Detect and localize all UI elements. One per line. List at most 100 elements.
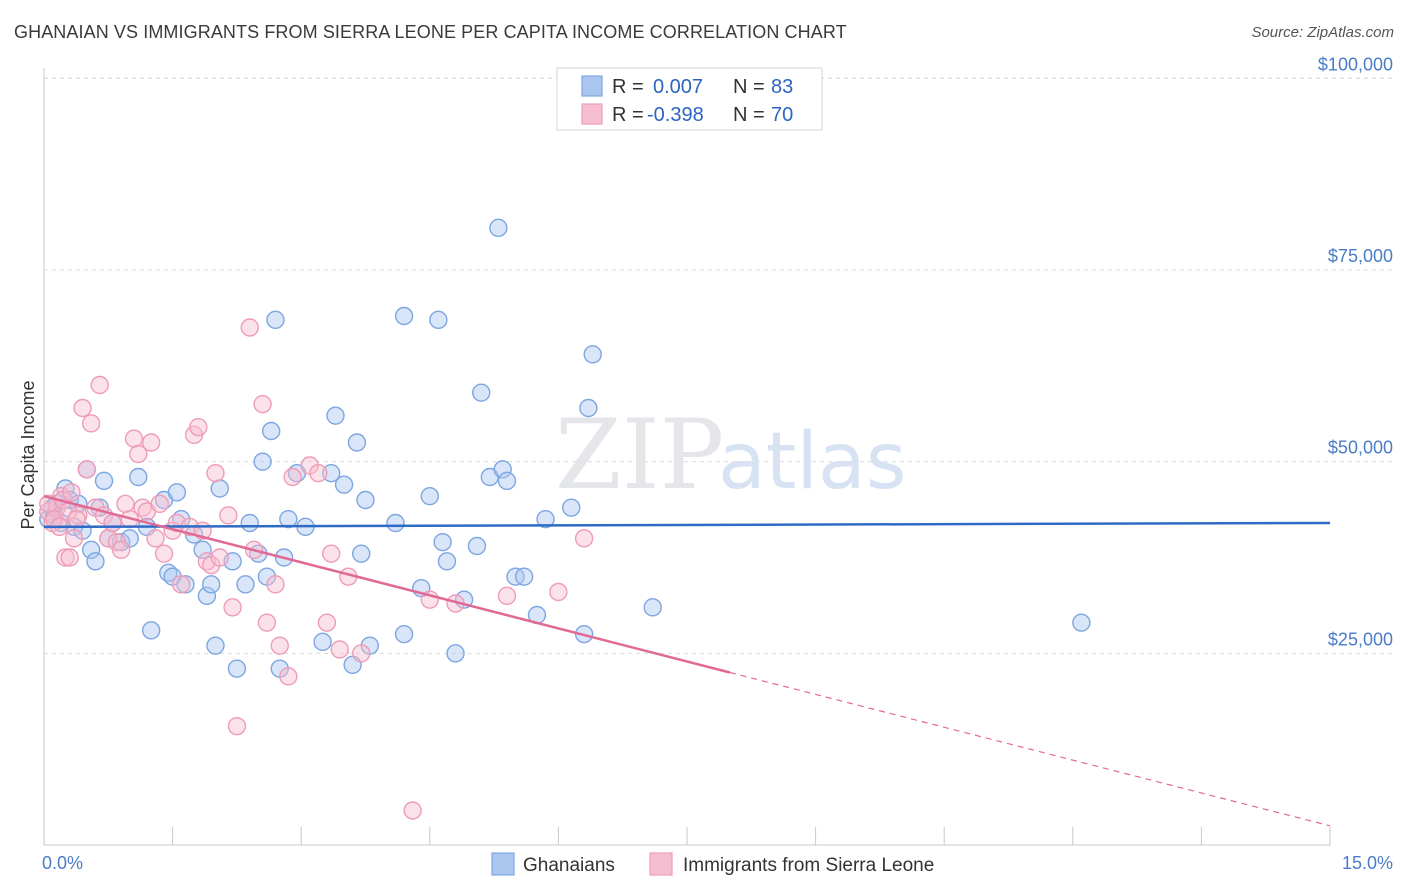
ghanaian-point-18 <box>141 621 161 640</box>
ghanaian-point-54 <box>394 306 414 326</box>
sierra-leone-point-17 <box>111 540 131 560</box>
ghanaian-point-35 <box>253 452 272 471</box>
ghanaian-point-11 <box>86 552 105 571</box>
stats-n-label-1: N = <box>733 76 765 98</box>
legend-swatch-sierra-leone <box>649 852 673 876</box>
ghanaian-point-43 <box>313 632 332 652</box>
legend-swatch-ghanaians <box>491 852 515 876</box>
legend-label-ghanaians: Ghanaians <box>523 855 615 876</box>
sierra-leone-point-18 <box>116 494 135 514</box>
sierra-leone-point-51 <box>309 463 328 483</box>
stats-n-value-2: 70 <box>771 104 793 126</box>
ghanaian-point-46 <box>334 475 354 494</box>
sierra-leone-point-38 <box>210 548 229 567</box>
sierra-leone-point-56 <box>352 644 371 663</box>
sierra-leone-point-62 <box>574 529 594 548</box>
ghanaian-point-50 <box>356 490 375 510</box>
ghanaian-point-32 <box>236 575 255 594</box>
sierra-leone-point-25 <box>146 529 165 548</box>
sierra-leone-point-4 <box>56 548 75 567</box>
ghanaian-point-44 <box>322 463 341 483</box>
ghanaian-point-10 <box>81 540 101 560</box>
stats-swatch-ghanaians <box>581 75 603 97</box>
sierra-leone-point-57 <box>403 801 422 820</box>
ghanaian-point-59 <box>437 552 457 571</box>
ghanaian-point-58 <box>433 532 452 552</box>
sierra-leone-point-9 <box>77 460 97 479</box>
ghanaian-point-22 <box>167 483 187 502</box>
sierra-leone-point-44 <box>253 394 272 414</box>
stats-r-value-1: 0.007 <box>653 76 703 98</box>
ghanaian-point-29 <box>210 479 229 498</box>
ghanaian-point-75 <box>583 345 602 364</box>
sierra-leone-point-46 <box>266 575 285 594</box>
sierra-leone-point-54 <box>330 640 349 659</box>
sierra-leone-point-37 <box>206 463 225 483</box>
ghanaian-point-69 <box>514 567 534 586</box>
y-tick-label-2: $75,000 <box>1328 246 1393 266</box>
y-tick-label-3: $100,000 <box>1318 54 1393 74</box>
ghanaian-point-60 <box>446 644 465 663</box>
ghanaian-point-66 <box>493 460 512 479</box>
ghanaian-point-12 <box>94 471 114 491</box>
ghanaian-point-25 <box>193 540 212 560</box>
ghanaian-point-72 <box>562 498 581 517</box>
ghanaian-point-77 <box>1072 613 1091 632</box>
ghanaian-point-53 <box>394 624 414 644</box>
sierra-leone-point-5 <box>60 548 79 567</box>
watermark-zip: ZIP <box>555 399 724 511</box>
sierra-leone-point-49 <box>283 467 302 487</box>
sierra-leone-point-8 <box>73 398 92 418</box>
sierra-leone-point-12 <box>90 375 109 395</box>
trend-line-sierra-leone <box>43 494 731 674</box>
ghanaian-point-38 <box>266 310 285 330</box>
watermark-atlas: atlas <box>718 417 907 507</box>
sierra-leone-point-33 <box>189 417 208 437</box>
stats-r-label-1: R = <box>612 76 644 98</box>
ghanaian-point-65 <box>489 218 508 238</box>
sierra-leone-point-42 <box>240 318 259 337</box>
sierra-leone-point-48 <box>279 667 298 686</box>
x-tick-label-right: 15.0% <box>1342 853 1393 873</box>
sierra-leone-point-45 <box>257 613 277 632</box>
sierra-leone-point-20 <box>124 429 144 448</box>
trend-line-ghanaians <box>43 521 1331 529</box>
sierra-leone-point-68 <box>62 483 81 502</box>
ghanaian-point-45 <box>326 406 345 425</box>
series-sierra-leone-points <box>39 318 594 820</box>
ghanaian-point-63 <box>472 383 491 402</box>
sierra-leone-point-41 <box>227 716 247 736</box>
ghanaian-point-33 <box>240 513 259 533</box>
sierra-leone-point-26 <box>150 494 169 514</box>
sierra-leone-point-27 <box>154 544 174 563</box>
legend-label-sierra-leone: Immigrants from Sierra Leone <box>683 855 934 876</box>
ghanaian-point-48 <box>347 433 367 452</box>
ghanaian-point-76 <box>643 598 662 617</box>
sierra-leone-point-60 <box>497 586 517 606</box>
ghanaian-point-57 <box>429 310 448 330</box>
ghanaian-point-49 <box>352 544 371 563</box>
chart-title: GHANAIAN VS IMMIGRANTS FROM SIERRA LEONE… <box>14 22 847 42</box>
stats-n-label-2: N = <box>733 104 765 126</box>
ghanaian-point-31 <box>227 659 247 678</box>
stats-n-value-1: 83 <box>771 76 793 98</box>
ghanaian-point-28 <box>206 636 225 655</box>
ghanaian-point-74 <box>579 398 598 418</box>
ghanaian-point-37 <box>261 421 281 441</box>
axes <box>43 68 1331 846</box>
y-tick-labels: $25,000 $50,000 $75,000 $100,000 <box>1318 54 1393 649</box>
sierra-leone-point-39 <box>219 506 238 525</box>
sierra-leone-point-10 <box>81 414 101 433</box>
sierra-leone-point-21 <box>129 444 148 464</box>
sierra-leone-point-53 <box>322 544 341 563</box>
ghanaian-point-24 <box>176 575 195 594</box>
chart-source: Source: ZipAtlas.com <box>1251 24 1394 41</box>
ghanaian-point-71 <box>536 509 555 529</box>
gridlines <box>44 77 1394 654</box>
stats-r-label-2: R = <box>612 104 644 126</box>
ghanaian-point-40 <box>279 509 298 529</box>
trend-line-sierra-leone-extrapolated <box>729 671 1331 827</box>
y-axis-label: Per Capita Income <box>18 380 38 529</box>
x-tick-label-left: 0.0% <box>42 853 83 873</box>
